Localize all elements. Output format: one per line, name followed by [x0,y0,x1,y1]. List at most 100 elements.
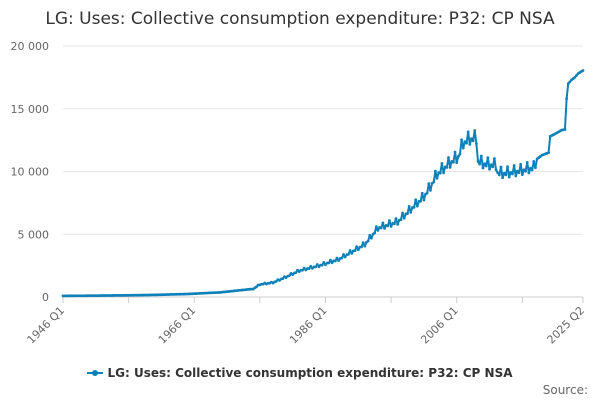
data-point[interactable] [409,210,413,214]
data-point[interactable] [320,263,324,267]
data-point[interactable] [369,236,373,240]
data-point[interactable] [361,241,365,245]
data-point[interactable] [307,267,311,270]
data-point[interactable] [406,212,409,215]
data-point[interactable] [333,259,337,263]
data-point[interactable] [322,261,326,264]
data-point[interactable] [447,156,450,159]
data-point[interactable] [512,164,516,167]
data-point[interactable] [514,174,518,178]
data-point[interactable] [274,279,278,283]
data-point[interactable] [396,222,400,226]
data-point[interactable] [294,271,298,274]
data-point[interactable] [373,231,377,235]
data-point[interactable] [440,162,444,165]
data-point[interactable] [327,261,331,265]
data-point[interactable] [468,143,472,146]
data-point[interactable] [356,248,360,252]
data-point[interactable] [427,182,431,186]
data-point[interactable] [379,226,383,230]
data-point[interactable] [573,75,577,79]
data-point[interactable] [474,142,478,146]
data-point[interactable] [281,277,285,281]
data-point[interactable] [392,222,396,226]
data-point[interactable] [465,141,468,145]
data-point[interactable] [479,154,483,158]
data-point[interactable] [255,285,258,289]
data-point[interactable] [386,224,390,228]
data-point[interactable] [429,189,432,192]
data-point[interactable] [445,166,449,169]
data-point[interactable] [315,263,319,266]
data-point[interactable] [340,256,344,260]
data-point[interactable] [511,172,514,176]
data-point[interactable] [401,211,404,215]
data-point[interactable] [328,258,332,262]
data-point[interactable] [481,166,485,170]
data-point[interactable] [483,162,486,166]
data-point[interactable] [366,239,370,243]
data-point[interactable] [402,216,406,220]
data-point[interactable] [460,138,464,142]
data-point[interactable] [497,173,501,177]
data-point[interactable] [342,253,345,256]
data-point[interactable] [425,191,429,195]
data-point[interactable] [394,217,398,220]
data-point[interactable] [532,160,536,163]
data-point[interactable] [529,166,532,170]
data-point[interactable] [363,244,367,248]
data-point[interactable] [353,249,357,253]
data-point[interactable] [314,265,318,269]
data-point[interactable] [466,130,470,134]
data-point[interactable] [415,204,419,208]
data-point[interactable] [494,168,498,172]
data-point[interactable] [476,160,480,163]
legend[interactable]: LG: Uses: Collective consumption expendi… [0,366,600,380]
data-point[interactable] [399,218,403,222]
data-point[interactable] [448,166,452,169]
data-point[interactable] [360,245,363,249]
data-point[interactable] [383,226,386,230]
data-point[interactable] [335,256,339,260]
data-point[interactable] [419,199,422,203]
data-point[interactable] [388,219,391,223]
data-point[interactable] [484,164,488,168]
data-point[interactable] [287,274,291,278]
data-point[interactable] [407,205,411,208]
data-point[interactable] [438,171,442,175]
data-point[interactable] [499,165,503,169]
data-point[interactable] [520,173,524,177]
data-point[interactable] [530,168,534,172]
data-point[interactable] [471,139,475,143]
data-point[interactable] [581,69,585,72]
data-point[interactable] [473,129,477,132]
data-point[interactable] [493,157,496,160]
data-point[interactable] [470,137,473,141]
data-point[interactable] [422,198,426,202]
data-point[interactable] [389,224,393,228]
data-point[interactable] [534,166,537,170]
data-point[interactable] [507,175,511,179]
data-point[interactable] [374,225,378,229]
data-point[interactable] [488,167,491,171]
data-point[interactable] [455,161,459,164]
data-point[interactable] [527,171,531,175]
data-point[interactable] [519,162,523,166]
data-point[interactable] [442,171,445,175]
data-point[interactable] [456,155,460,158]
data-point[interactable] [348,249,352,252]
data-point[interactable] [486,156,490,160]
data-point[interactable] [368,233,372,237]
data-point[interactable] [301,268,304,272]
data-point[interactable] [568,80,572,84]
data-point[interactable] [452,160,455,164]
data-point[interactable] [525,161,529,164]
data-point[interactable] [376,228,380,232]
data-point[interactable] [461,146,465,150]
data-point[interactable] [432,180,436,184]
data-point[interactable] [496,171,500,175]
data-point[interactable] [435,176,439,180]
data-point[interactable] [309,264,313,268]
data-point[interactable] [563,128,567,131]
data-point[interactable] [565,97,568,101]
